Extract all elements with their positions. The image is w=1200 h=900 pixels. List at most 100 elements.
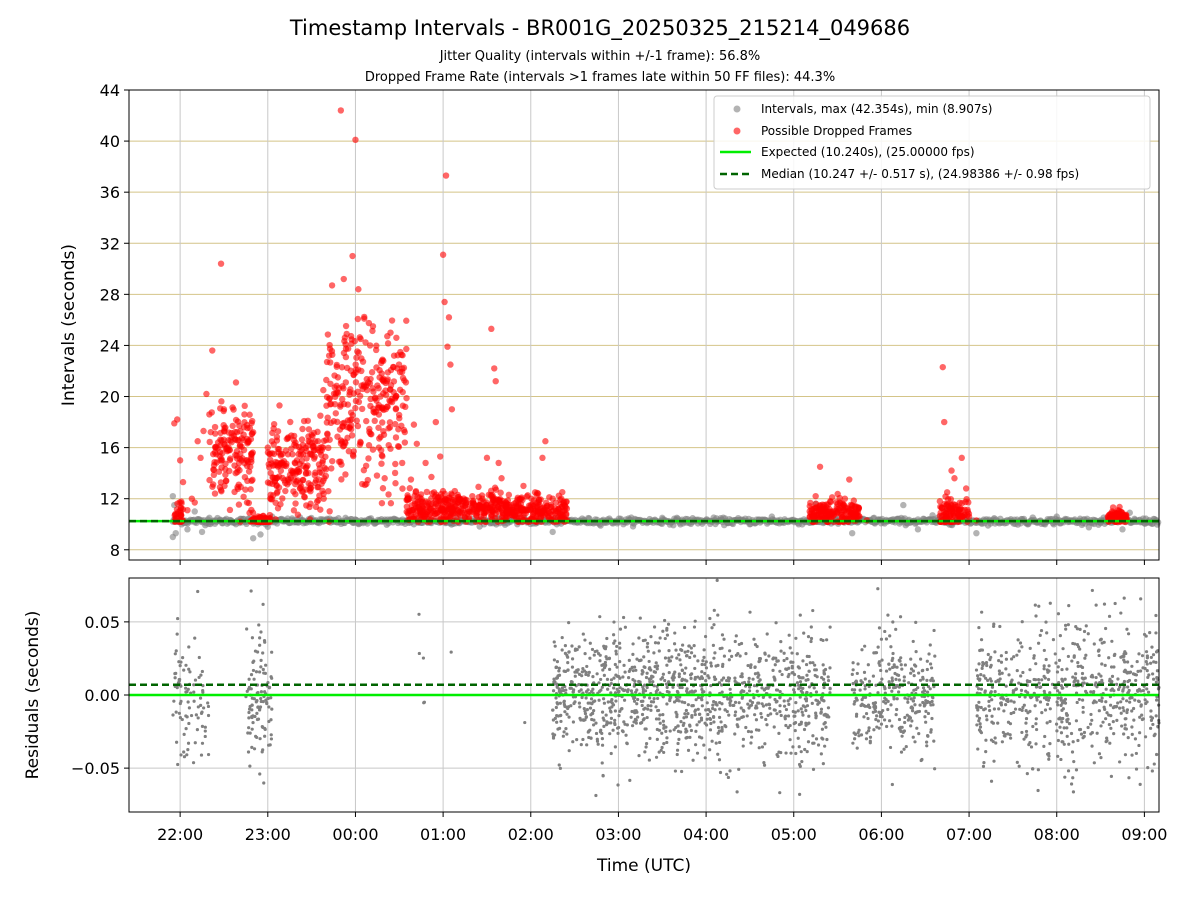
- residual-point: [883, 696, 887, 700]
- residual-point: [999, 654, 1003, 658]
- residual-point: [609, 678, 614, 682]
- residual-point: [679, 730, 683, 734]
- residual-point: [552, 677, 556, 681]
- residual-point: [651, 700, 656, 704]
- residual-point: [812, 686, 816, 690]
- dropped-frame-point: [242, 486, 249, 493]
- residual-point: [814, 711, 818, 715]
- residual-point: [772, 725, 776, 729]
- residual-point: [605, 636, 609, 641]
- residual-point: [709, 721, 713, 726]
- residual-point: [748, 685, 752, 689]
- dropped-frame-point: [448, 406, 456, 413]
- dropped-frame-point: [366, 380, 374, 387]
- dropped-frame-point: [303, 448, 310, 455]
- dropped-frame-point: [248, 417, 256, 425]
- residual-point: [184, 690, 188, 694]
- residual-point: [699, 696, 703, 700]
- dropped-frame-point: [342, 353, 350, 361]
- residual-point: [658, 713, 662, 717]
- residual-point: [715, 578, 719, 582]
- residual-point: [738, 654, 742, 658]
- residual-point: [672, 675, 676, 680]
- residual-point: [677, 737, 681, 741]
- dropped-frame-point: [274, 445, 282, 453]
- residual-point: [1099, 755, 1103, 760]
- residual-point: [733, 710, 738, 714]
- residual-point: [600, 710, 605, 714]
- dropped-frame-point: [243, 499, 251, 506]
- dropped-frame-point: [365, 319, 373, 327]
- residual-point: [851, 741, 855, 745]
- residual-point: [1151, 653, 1156, 657]
- residual-point: [827, 715, 831, 719]
- residual-point: [913, 740, 917, 744]
- residual-point: [797, 666, 801, 670]
- residual-point: [816, 743, 821, 747]
- dropped-frame-point: [240, 446, 248, 454]
- dropped-frame-point: [404, 496, 411, 504]
- dropped-frame-point: [353, 417, 360, 424]
- residual-point: [884, 701, 888, 705]
- residual-point: [802, 631, 806, 635]
- dropped-frame-point: [231, 488, 238, 496]
- residual-point: [553, 733, 557, 737]
- residual-point: [1149, 709, 1153, 713]
- residual-point: [557, 666, 561, 670]
- dropped-frame-point: [348, 432, 356, 439]
- intervals-y-tick-label: 8: [110, 541, 120, 560]
- residual-point: [258, 643, 262, 647]
- dropped-frame-point: [836, 499, 844, 506]
- residual-point: [993, 689, 997, 694]
- residual-point: [182, 668, 186, 672]
- residual-point: [711, 643, 715, 647]
- dropped-frame-point: [372, 346, 380, 354]
- residual-point: [713, 651, 717, 655]
- residual-point: [1017, 649, 1021, 653]
- residual-point: [806, 722, 810, 726]
- dropped-frame-point: [518, 507, 526, 514]
- residual-point: [683, 700, 687, 705]
- residual-point: [659, 677, 663, 681]
- dropped-frame-point: [400, 364, 408, 372]
- residual-point: [911, 639, 915, 644]
- dropped-frame-point: [326, 341, 333, 349]
- residual-point: [178, 715, 182, 720]
- residual-point: [1145, 687, 1149, 691]
- residual-point: [1036, 788, 1040, 793]
- residual-point: [1083, 656, 1087, 660]
- residual-point: [767, 654, 771, 658]
- residual-point: [640, 672, 644, 676]
- residual-point: [600, 737, 604, 741]
- residual-point: [720, 664, 725, 668]
- residual-point: [703, 721, 707, 725]
- residual-point: [911, 699, 915, 703]
- residual-point: [702, 655, 706, 659]
- residual-point: [820, 727, 825, 731]
- residual-point: [551, 736, 556, 740]
- residual-point: [186, 700, 190, 704]
- dropped-frame-point: [309, 444, 317, 451]
- dropped-frame-point: [370, 388, 377, 395]
- residual-point: [854, 714, 859, 718]
- residual-point: [628, 778, 632, 783]
- residual-point: [822, 699, 826, 703]
- residual-point: [1051, 638, 1056, 642]
- dropped-frame-point: [424, 499, 432, 506]
- residual-point: [652, 684, 656, 688]
- residual-point: [717, 715, 722, 719]
- residual-point: [879, 722, 884, 726]
- residual-point: [876, 645, 880, 649]
- residual-point: [697, 720, 701, 724]
- dropped-frame-point: [326, 508, 333, 515]
- residual-point: [879, 710, 884, 714]
- residual-point: [903, 715, 907, 720]
- residual-point: [913, 663, 917, 667]
- residual-point: [603, 660, 607, 665]
- residual-point: [1130, 709, 1134, 713]
- intervals-y-tick-label: 28: [100, 285, 120, 304]
- dropped-frame-point: [375, 384, 382, 392]
- residual-point: [620, 687, 625, 691]
- residual-point: [929, 728, 933, 732]
- residual-point: [804, 708, 808, 713]
